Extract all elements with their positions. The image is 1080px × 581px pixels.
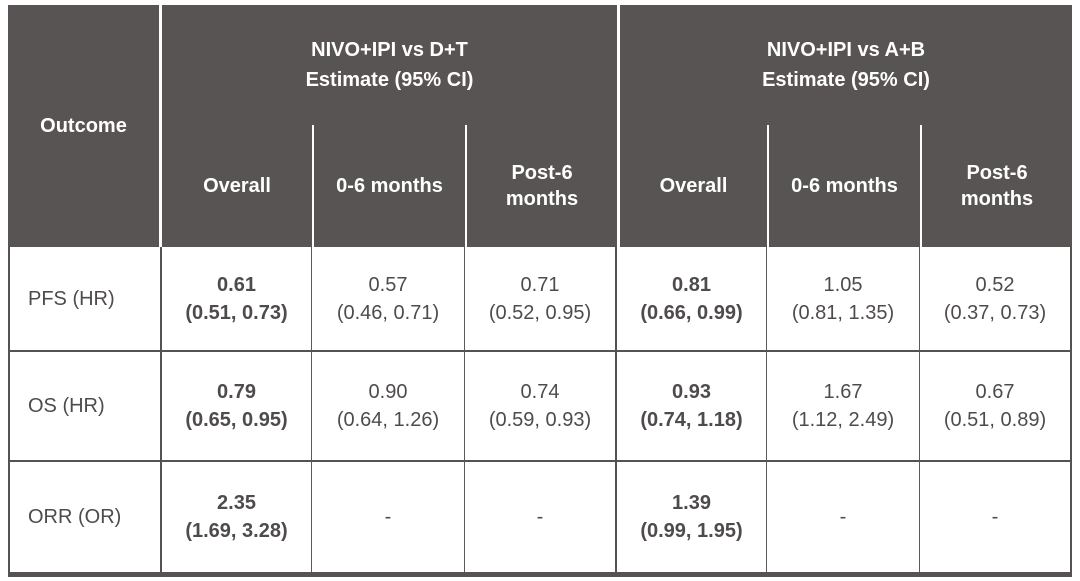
cell-os-ab-post6: 0.67 (0.51, 0.89)	[920, 352, 1070, 462]
cell-pfs-dt-overall: 0.61 (0.51, 0.73)	[162, 247, 312, 352]
row-pfs-outcome-label: PFS (HR)	[10, 247, 162, 352]
group-header-nivo-ipi-vs-dt: NIVO+IPI vs D+T Estimate (95% CI)	[162, 5, 617, 125]
subheader-group1-overall: Overall	[203, 175, 271, 197]
cell-orr-ab-overall: 1.39 (0.99, 1.95)	[617, 462, 767, 572]
group2-title: NIVO+IPI vs A+B	[766, 39, 926, 61]
cell-os-ab-0-6: 1.67 (1.12, 2.49)	[767, 352, 920, 462]
row-orr-outcome-label: ORR (OR)	[10, 462, 162, 572]
outcomes-table: Outcome NIVO+IPI vs D+T Estimate (95% CI…	[8, 5, 1072, 577]
cell-pfs-ab-0-6: 1.05 (0.81, 1.35)	[767, 247, 920, 352]
cell-pfs-ab-post6: 0.52 (0.37, 0.73)	[920, 247, 1070, 352]
cell-pfs-dt-0-6: 0.57 (0.46, 0.71)	[312, 247, 465, 352]
cell-orr-ab-post6: -	[991, 506, 999, 528]
subheader-group1-0-6-months: 0-6 months	[312, 125, 465, 247]
cell-pfs-ab-overall: 0.81 (0.66, 0.99)	[617, 247, 767, 352]
cell-orr-dt-post6: -	[465, 462, 617, 572]
table-body: PFS (HR) 0.61 (0.51, 0.73) 0.57 (0.46, 0…	[8, 247, 1072, 577]
outcome-column-header: Outcome	[8, 5, 162, 247]
subheader-group2-0-6-months: 0-6 months	[767, 125, 920, 247]
cell-orr-ab-0-6: -	[767, 462, 920, 572]
group1-title: NIVO+IPI vs D+T	[311, 39, 468, 61]
cell-os-dt-post6: 0.74 (0.59, 0.93)	[465, 352, 617, 462]
cell-orr-dt-0-6: -	[312, 462, 465, 572]
cell-os-ab-overall: 0.93 (0.74, 1.18)	[617, 352, 767, 462]
cell-orr-dt-overall: 2.35 (1.69, 3.28)	[162, 462, 312, 572]
cell-os-dt-overall: 0.79 (0.65, 0.95)	[162, 352, 312, 462]
cell-pfs-dt-post6: 0.71 (0.52, 0.95)	[465, 247, 617, 352]
group2-subtitle: Estimate (95% CI)	[762, 69, 930, 91]
subheader-group2-post-6-months: Post-6 months	[920, 125, 1072, 247]
cell-os-dt-0-6: 0.90 (0.64, 1.26)	[312, 352, 465, 462]
subheader-group2-overall: Overall	[617, 125, 767, 247]
table-header: Outcome NIVO+IPI vs D+T Estimate (95% CI…	[8, 5, 1072, 247]
group-header-nivo-ipi-vs-ab: NIVO+IPI vs A+B Estimate (95% CI)	[617, 5, 1072, 125]
outcome-header-label: Outcome	[40, 114, 127, 137]
group1-subtitle: Estimate (95% CI)	[305, 69, 474, 91]
subheader-group1-post-6-months: Post-6 months	[465, 125, 617, 247]
row-os-outcome-label: OS (HR)	[10, 352, 162, 462]
